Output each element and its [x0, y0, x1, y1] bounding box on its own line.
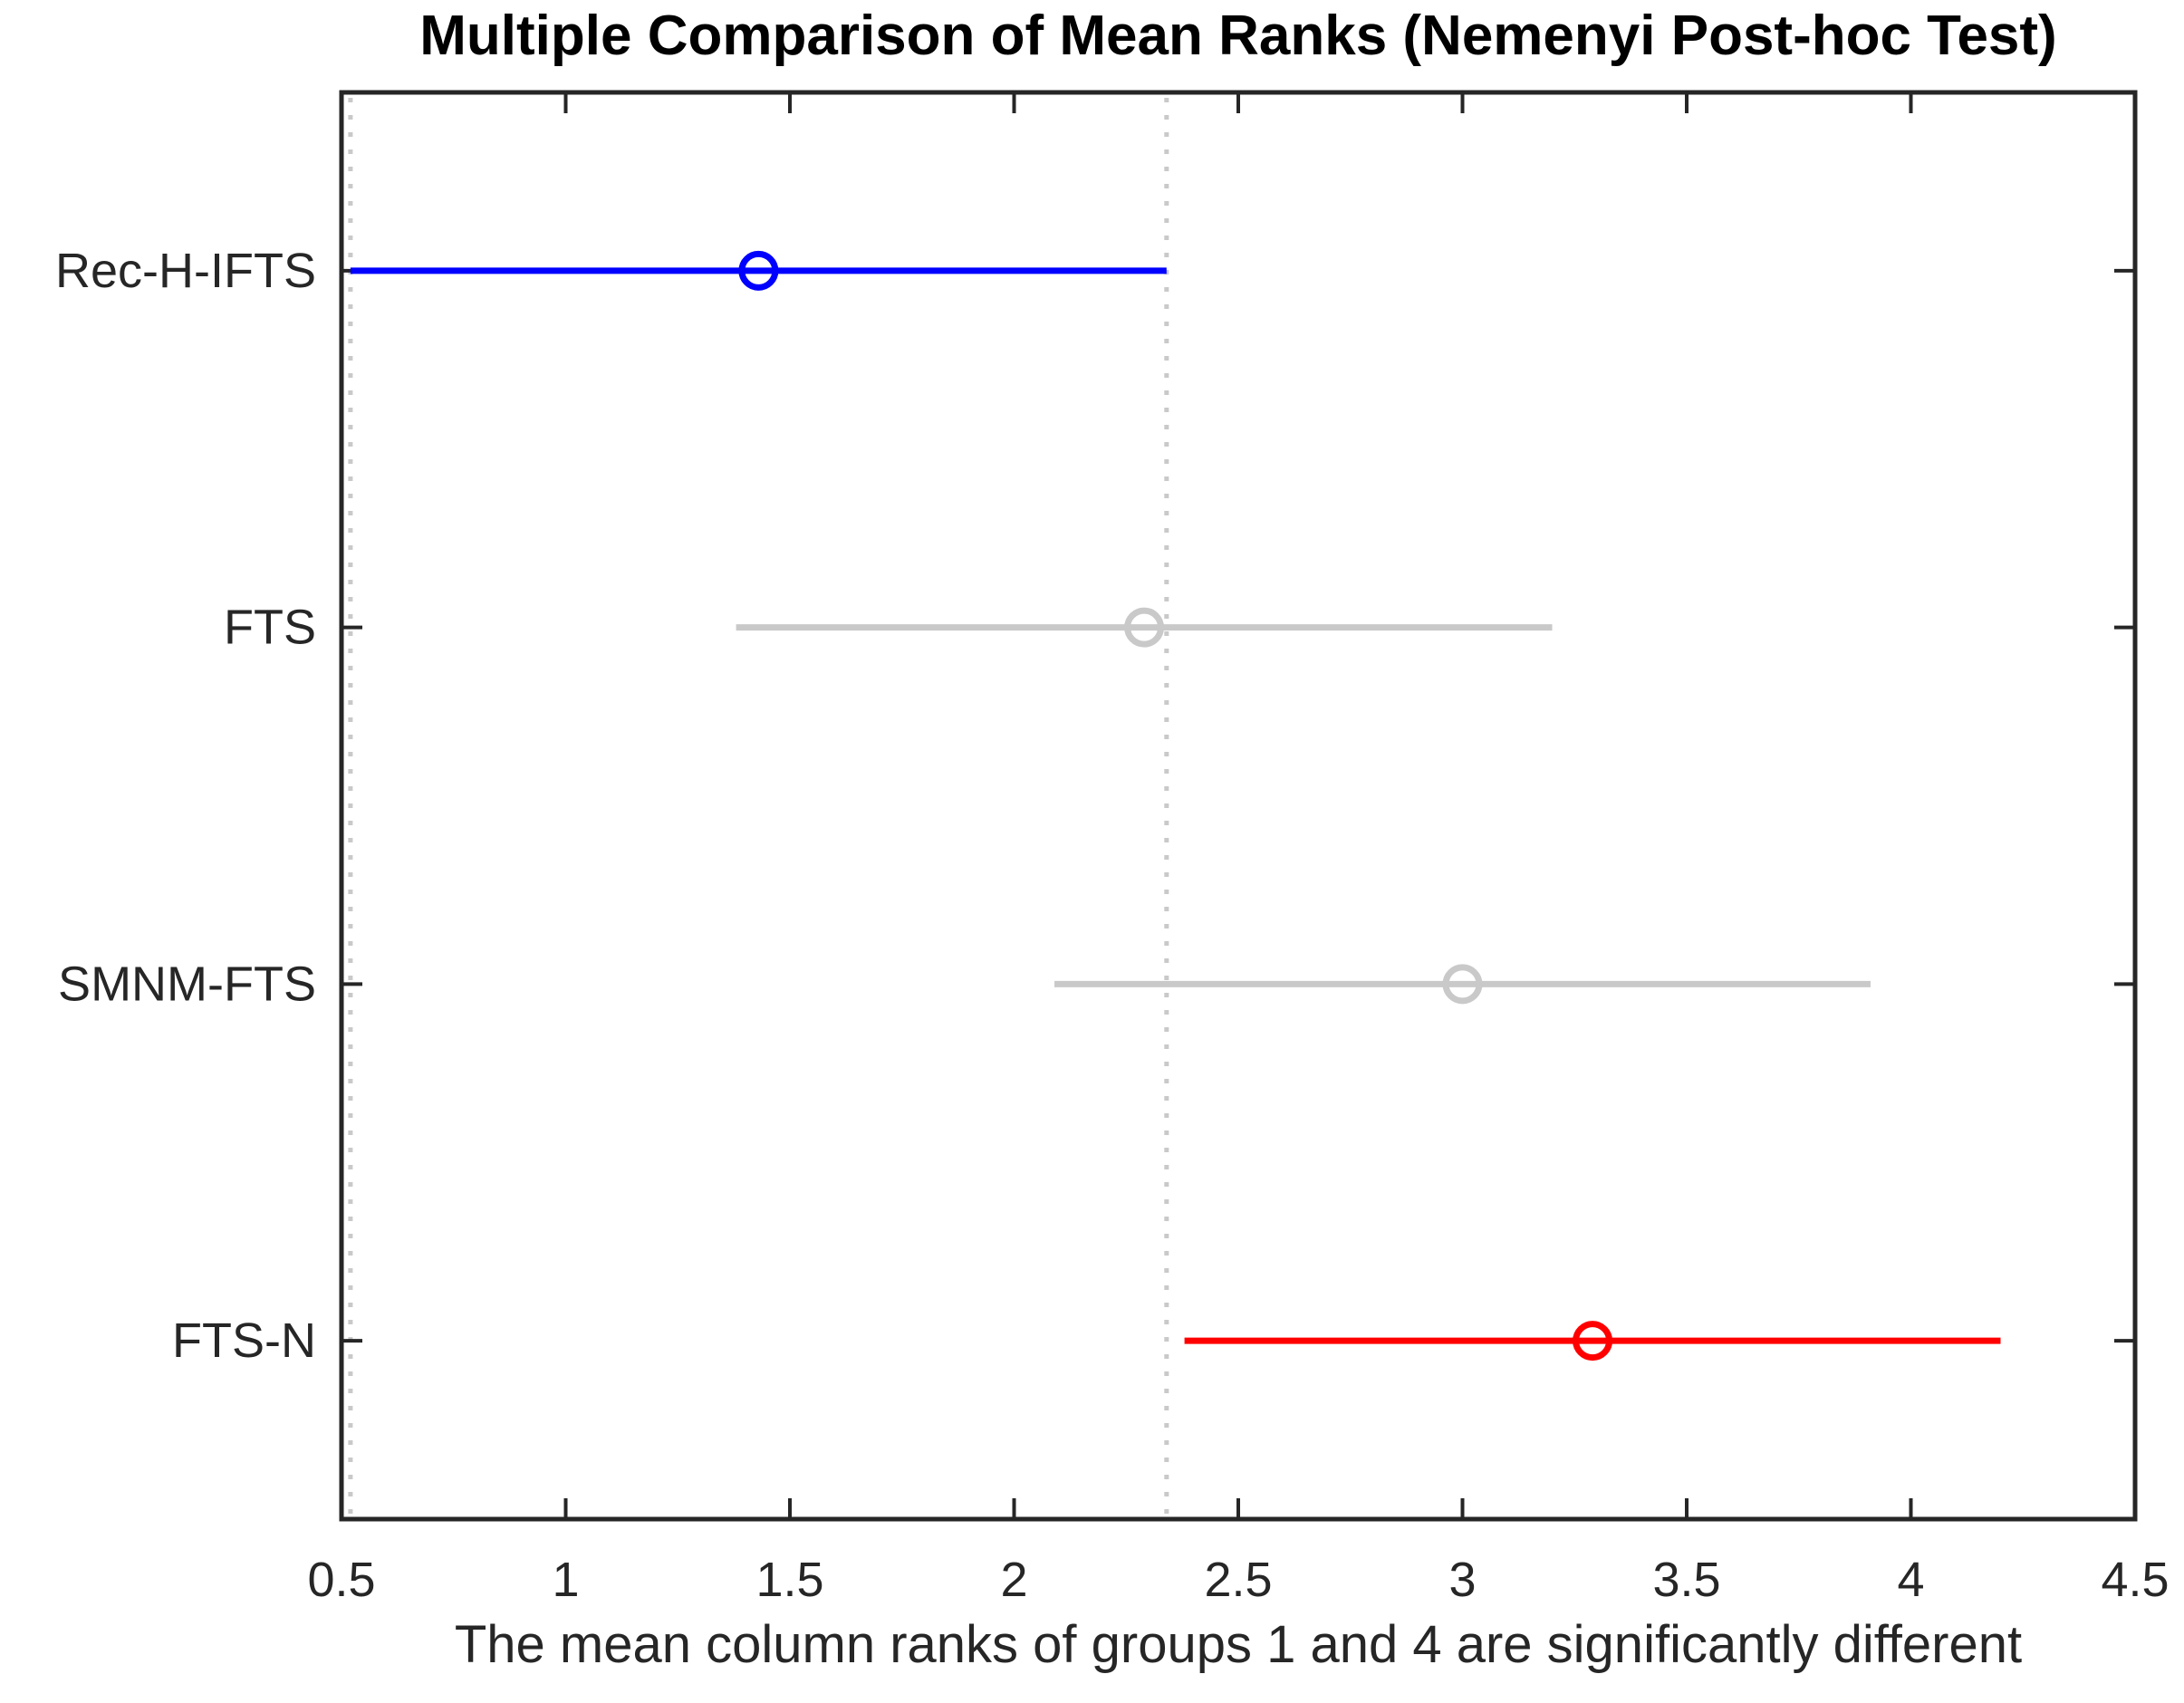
mean-rank-marker[interactable] [1124, 607, 1165, 648]
group-FTS[interactable] [736, 607, 1553, 648]
x-tick-label: 2.5 [1204, 1553, 1272, 1607]
x-tick-label: 2 [1000, 1553, 1027, 1607]
mean-rank-marker[interactable] [1573, 1321, 1613, 1361]
y-axis-label: FTS-N [172, 1313, 316, 1368]
x-tick-label: 1.5 [755, 1553, 823, 1607]
x-tick-label: 0.5 [307, 1553, 375, 1607]
x-tick-label: 3.5 [1652, 1553, 1720, 1607]
mean-rank-marker[interactable] [1442, 964, 1483, 1005]
x-axis-label: The mean column ranks of groups 1 and 4 … [454, 1615, 2023, 1674]
plot-box-border [339, 90, 2138, 1522]
group-Rec-H-IFTS[interactable] [350, 250, 1167, 291]
y-axis-label: FTS [224, 601, 316, 655]
x-tick-label: 4.5 [2101, 1553, 2169, 1607]
x-tick-label: 3 [1448, 1553, 1476, 1607]
chart-title: Multiple Comparison of Mean Ranks (Nemen… [419, 5, 2057, 67]
mean-rank-marker[interactable] [738, 250, 779, 291]
y-axis-label: Rec-H-IFTS [55, 244, 316, 298]
y-axis-label: SMNM-FTS [58, 957, 316, 1011]
group-SMNM-FTS[interactable] [1054, 964, 1871, 1005]
x-tick-label: 4 [1897, 1553, 1924, 1607]
group-FTS-N[interactable] [1184, 1321, 2001, 1361]
x-tick-label: 1 [552, 1553, 579, 1607]
